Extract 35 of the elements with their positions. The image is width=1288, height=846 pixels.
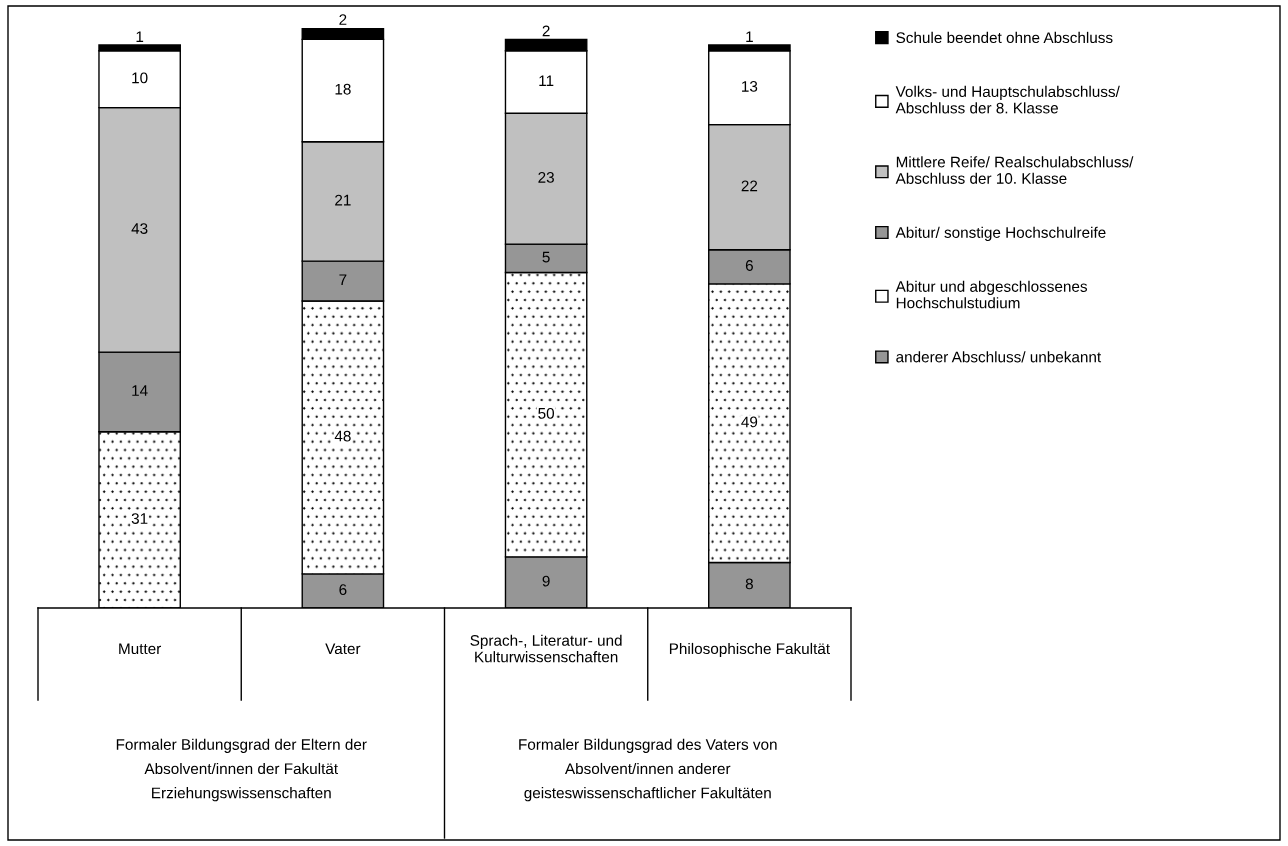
data-label: 49: [741, 416, 758, 428]
data-label: 22: [741, 180, 758, 192]
data-label: 1: [746, 31, 753, 42]
data-label: 1: [136, 31, 144, 42]
x-tick-label: Vater: [325, 643, 361, 655]
data-label: 5: [542, 251, 550, 263]
data-label: 6: [339, 584, 347, 596]
x-tick-label: Mutter: [119, 643, 162, 655]
data-label: 8: [745, 578, 753, 590]
data-label: 7: [339, 274, 347, 285]
data-label: 21: [335, 194, 351, 206]
data-label: 48: [334, 430, 351, 442]
data-label: 2: [339, 14, 347, 25]
data-label: 2: [542, 25, 550, 37]
data-label: 9: [542, 575, 550, 587]
data-label: 23: [538, 171, 554, 183]
legend-label: Abitur/ sonstige Hochschulreife: [895, 226, 1106, 241]
x-tick-label: Philosophische Fakultät: [669, 642, 830, 658]
data-label: 18: [335, 83, 351, 95]
data-label: 31: [131, 513, 148, 524]
legend-label: anderer Abschluss/ unbekannt: [896, 351, 1102, 363]
data-label: 14: [132, 385, 148, 396]
legend-label: Volks- und Hauptschulabschluss/ Abschluss der 8. Klasse: [895, 85, 1120, 114]
data-label: 11: [539, 75, 554, 86]
data-label: 6: [745, 260, 753, 271]
legend-label: Mittlere Reife/ Realschulabschluss/ Abschluss der 10. Klasse: [895, 156, 1134, 184]
text: Formaler Bildungsgrad der Eltern der Absolvent/innen der Fakultät Erziehungswissenschaften: [116, 738, 367, 802]
data-label: 50: [538, 407, 555, 419]
data-label: 13: [742, 80, 758, 92]
legend-label: Schule beendet ohne Abschluss: [896, 31, 1113, 44]
text: Formaler Bildungsgrad des Vaters von Absolvent/innen anderer geisteswissenschaftlicher Fakultäten: [519, 738, 777, 802]
data-label: 10: [132, 72, 148, 84]
data-label: 43: [131, 223, 148, 234]
legend-label: Abitur und abgeschlossenes Hochschulstudium: [895, 280, 1088, 309]
x-tick-label: Sprach-, Literatur- und Kulturwissenschaften: [470, 634, 622, 663]
